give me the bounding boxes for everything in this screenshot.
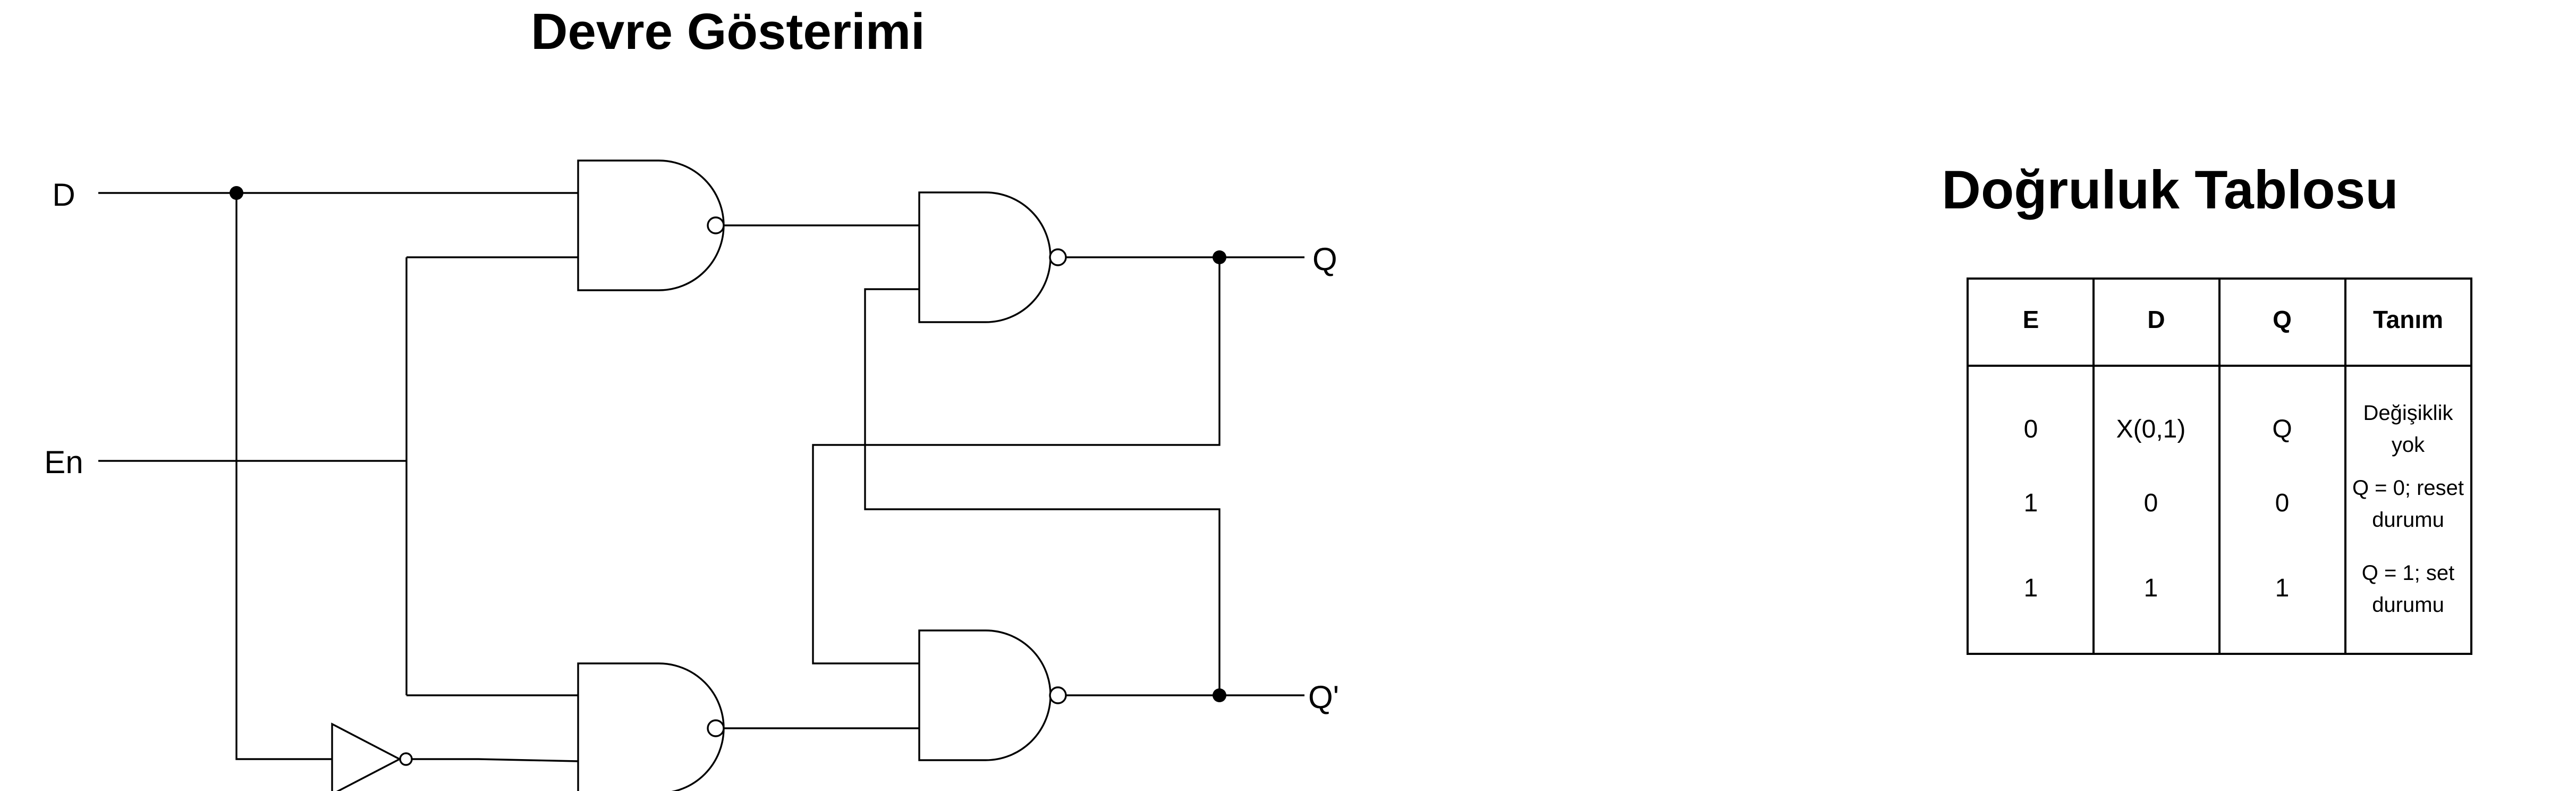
- row1-desc-line1: Değişiklik: [2363, 401, 2454, 425]
- row2-desc-line2: durumu: [2372, 508, 2444, 532]
- header-d: D: [2147, 306, 2165, 333]
- row3-e: 1: [2024, 574, 2038, 602]
- header-q: Q: [2273, 306, 2292, 333]
- row3-desc-line1: Q = 1; set: [2362, 561, 2455, 585]
- wire-inverter-to-gate2: [412, 758, 579, 762]
- row2-d: 0: [2144, 489, 2158, 517]
- input-label-d: D: [52, 177, 75, 213]
- row2-desc-line1: Q = 0; reset: [2352, 476, 2464, 500]
- row2-e: 1: [2024, 489, 2038, 517]
- header-tanim: Tanım: [2373, 306, 2443, 333]
- row1-e: 0: [2024, 415, 2038, 443]
- diagram-title: Devre Gösterimi: [531, 3, 925, 60]
- row1-desc-line2: yok: [2392, 433, 2425, 457]
- nand-gate-2: [577, 662, 725, 791]
- wire-feedback-q: [812, 257, 1221, 664]
- wire-d-to-inverter: [235, 193, 332, 760]
- row3-desc-line2: durumu: [2372, 593, 2444, 617]
- row1-d: X(0,1): [2116, 415, 2186, 443]
- not-gate: [331, 722, 413, 791]
- junction-d: [230, 186, 243, 200]
- row3-d: 1: [2144, 574, 2158, 602]
- input-label-en: En: [44, 444, 83, 480]
- junction-qnot: [1213, 688, 1226, 702]
- output-label-q: Q: [1312, 241, 1337, 277]
- wire-feedback-qnot: [864, 288, 1221, 695]
- truth-table-title: Doğruluk Tablosu: [1942, 159, 2398, 220]
- output-label-q-not: Q': [1308, 679, 1339, 715]
- row2-q: 0: [2275, 489, 2290, 517]
- row1-q: Q: [2272, 415, 2292, 443]
- nand-gate-3: [918, 191, 1067, 323]
- truth-table: E D Q Tanım 0 X(0,1) Q Değişiklik yok 1 …: [1967, 277, 2472, 655]
- nand-gate-4: [918, 629, 1067, 761]
- row3-q: 1: [2275, 574, 2290, 602]
- header-e: E: [2023, 306, 2039, 333]
- circuit-wires: [98, 192, 1304, 762]
- nand-gate-1: [577, 159, 725, 291]
- junction-q: [1213, 250, 1226, 264]
